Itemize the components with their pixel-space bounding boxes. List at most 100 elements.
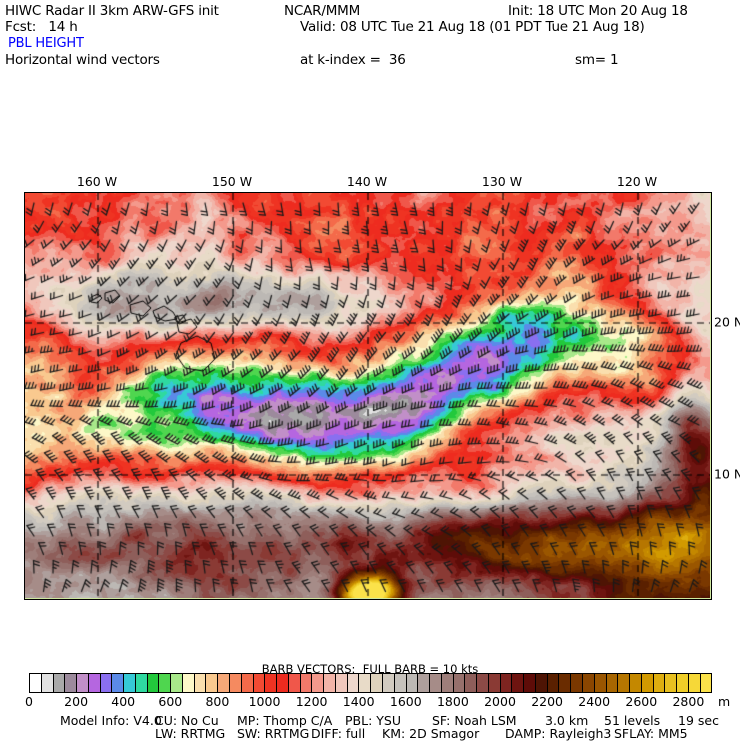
colorbar-swatch (288, 674, 301, 692)
colorbar-ticks: 0 200 400 600 800 1000 1200 1400 1600 1800 2000 220… (25, 694, 712, 710)
colorbar-tick: 1000 (248, 694, 281, 709)
colorbar-swatch (359, 674, 372, 692)
colorbar-swatch (159, 674, 172, 692)
lon-tick-label: 120 W (616, 174, 658, 189)
colorbar-swatch (477, 674, 489, 692)
model-damp: DAMP: Rayleigh3 (505, 726, 612, 741)
header-block: HIWC Radar II 3km ARW-GFS init NCAR/MMM … (0, 0, 740, 72)
colorbar-swatch (606, 674, 619, 692)
colorbar-tick: 1400 (342, 694, 375, 709)
colorbar-tick: 2200 (531, 694, 563, 709)
colorbar-swatch (41, 674, 54, 692)
colorbar-swatch (335, 674, 348, 692)
colorbar-unit: m (718, 694, 731, 709)
colorbar-swatch (300, 674, 313, 692)
vector-description: Horizontal wind vectors (5, 52, 160, 68)
colorbar-swatch (135, 674, 148, 692)
colorbar-swatch (312, 674, 325, 692)
model-sflay: SFLAY: MM5 (614, 726, 688, 741)
lat-tick-label: 20 N (714, 314, 740, 330)
colorbar-swatch (394, 674, 407, 692)
colorbar-swatch (594, 674, 607, 692)
colorbar-swatch (641, 674, 654, 692)
model-cu: CU: No Cu (155, 713, 219, 728)
colorbar-swatch (324, 674, 336, 692)
colorbar-swatch (30, 674, 42, 692)
colorbar-swatch (653, 674, 666, 692)
colorbar-tick: 2800 (672, 694, 705, 709)
colorbar-swatch (77, 674, 89, 692)
colorbar-tick: 0 (25, 694, 33, 709)
lon-tick-label: 140 W (346, 174, 388, 189)
colorbar-swatch (677, 674, 689, 692)
colorbar-swatch (371, 674, 383, 692)
colorbar-swatch (253, 674, 266, 692)
colorbar-swatch (582, 674, 595, 692)
colorbar-swatch (453, 674, 466, 692)
colorbar-swatch (382, 674, 395, 692)
colorbar-swatch (112, 674, 125, 692)
colorbar-swatch (571, 674, 583, 692)
model-mp: MP: Thomp C/A (237, 713, 333, 728)
colorbar-tick: 1800 (436, 694, 469, 709)
model-levels: 51 levels (604, 713, 661, 728)
colorbar-tick: 2400 (578, 694, 611, 709)
colorbar-swatch (465, 674, 478, 692)
center-label: NCAR/MMM (284, 3, 361, 19)
model-timestep: 19 sec (678, 713, 719, 728)
colorbar-swatch (53, 674, 66, 692)
model-km: KM: 2D Smagor (382, 726, 480, 741)
colorbar-swatch (441, 674, 454, 692)
colorbar-swatch (182, 674, 195, 692)
colorbar-swatch (512, 674, 525, 692)
lon-tick-label: 150 W (211, 174, 253, 189)
colorbar-swatch (559, 674, 572, 692)
colorbar-swatch (406, 674, 419, 692)
model-lw: LW: RRTMG (155, 726, 226, 741)
colorbar-swatch (218, 674, 231, 692)
colorbar-tick: 800 (205, 694, 230, 709)
pbl-height-field (25, 193, 710, 598)
colorbar-swatch (241, 674, 254, 692)
colorbar-swatch (665, 674, 678, 692)
colorbar-swatch (265, 674, 278, 692)
lon-tick-label: 160 W (76, 174, 118, 189)
colorbar-swatch (347, 674, 360, 692)
lat-tick-label: 10 N (714, 466, 740, 482)
k-index-label: at k-index = 36 (300, 52, 406, 68)
colorbar-swatch (171, 674, 183, 692)
colorbar-swatch (430, 674, 442, 692)
colorbar-swatch (147, 674, 160, 692)
colorbar-tick: 1600 (389, 694, 422, 709)
smoothing-label: sm= 1 (575, 52, 619, 68)
forecast-hour: Fcst: 14 h (5, 19, 78, 35)
colorbar-swatch (630, 674, 642, 692)
map-plot-area (24, 192, 712, 600)
colorbar-swatch (100, 674, 113, 692)
colorbar-swatch (418, 674, 431, 692)
colorbar-swatch (230, 674, 242, 692)
model-title: HIWC Radar II 3km ARW-GFS init (5, 3, 219, 19)
colorbar-swatch (88, 674, 101, 692)
init-time: Init: 18 UTC Mon 20 Aug 18 (508, 3, 688, 19)
colorbar-tick: 1200 (295, 694, 328, 709)
valid-time: Valid: 08 UTC Tue 21 Aug 18 (01 PDT Tue … (300, 19, 645, 35)
colorbar-swatch (277, 674, 289, 692)
colorbar-swatch (700, 674, 712, 692)
barb-vector-caption: BARB VECTORS: FULL BARB = 10 kts (261, 662, 479, 676)
colorbar-swatch (500, 674, 513, 692)
model-pbl: PBL: YSU (345, 713, 401, 728)
colorbar-tick: 2000 (484, 694, 516, 709)
colorbar (29, 673, 712, 693)
model-sw: SW: RRTMG (237, 726, 310, 741)
colorbar-swatch (535, 674, 548, 692)
model-version: Model Info: V4.0 (60, 713, 162, 728)
colorbar-tick: 200 (64, 694, 89, 709)
colorbar-swatch (688, 674, 701, 692)
colorbar-swatch (194, 674, 207, 692)
colorbar-tick: 400 (111, 694, 136, 709)
colorbar-swatch (124, 674, 136, 692)
model-sf: SF: Noah LSM (432, 713, 517, 728)
colorbar-swatch (618, 674, 631, 692)
colorbar-swatch (65, 674, 78, 692)
